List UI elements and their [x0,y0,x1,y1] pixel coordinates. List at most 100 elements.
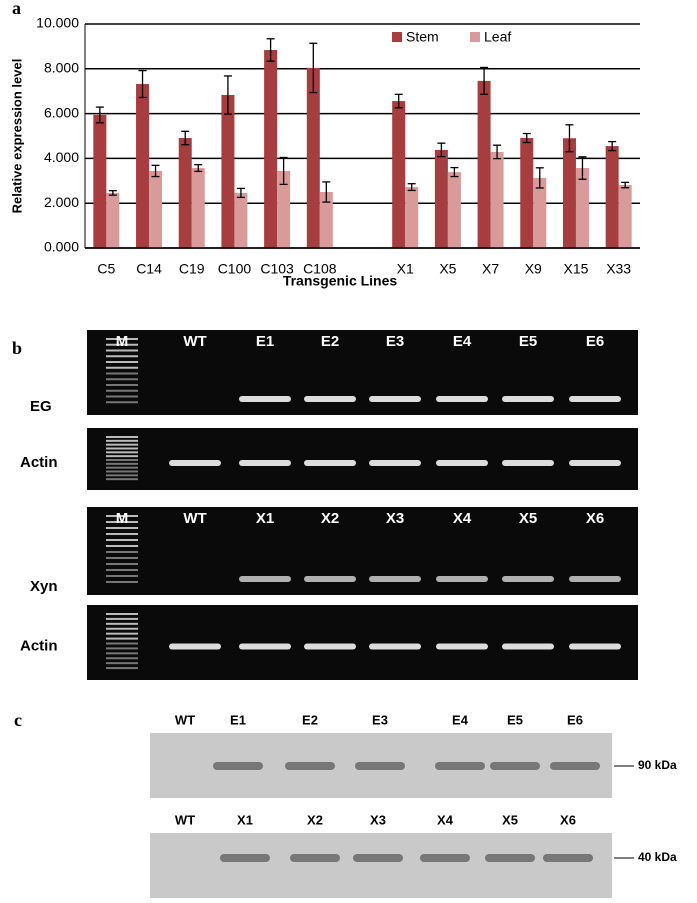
x-tick-label: C19 [179,261,205,277]
ladder-band [106,389,138,392]
lane-label: X6 [586,510,604,527]
lane-label: E4 [452,712,469,727]
error-bar [450,166,459,178]
error-bar [565,124,574,153]
blot-band [290,854,340,862]
error-bar [236,187,245,199]
lane-label: WT [175,712,195,727]
bar [221,95,235,249]
error-bar [95,106,104,124]
blot-band [353,854,403,862]
marker-label: 40 kDa [638,850,677,864]
lane-label: X3 [370,812,386,827]
y-tick-label: 6.000 [44,104,79,120]
gel-band [369,576,421,582]
bar [191,168,205,248]
gel-band [169,460,221,466]
lane-label: E6 [567,712,583,727]
error-bar [309,42,318,94]
x-tick-label: C14 [136,261,162,277]
ladder-band [106,459,138,461]
gel-band [569,643,621,650]
ladder-band [106,436,138,438]
lane-label: X3 [386,510,404,527]
bar [319,192,333,248]
ladder-band [106,366,138,369]
gel-band [169,643,221,650]
error-bar [223,75,232,115]
gel-image [87,330,638,415]
ladder-band [106,470,138,473]
ladder-band [106,613,138,615]
ladder-band [106,447,138,450]
lane-label: X1 [237,812,253,827]
blot-band [550,762,600,770]
ladder-band [106,539,138,541]
ladder-band [106,662,138,665]
bar [605,146,619,248]
gel-band [304,460,356,466]
blot-band [435,762,485,770]
gel-band [369,643,421,650]
ladder-band [106,657,138,660]
bar [306,67,320,249]
gel-row-label: Actin [20,454,58,471]
y-axis-title: Relative expression level [9,59,24,214]
x-tick-label: C108 [303,261,337,277]
ladder-band [106,575,138,577]
x-tick-label: C100 [218,261,252,277]
bar [149,170,163,248]
y-tick-label: 8.000 [44,60,79,76]
gel-image [87,605,638,680]
blot-band [485,854,535,862]
error-bar [279,156,288,186]
gel-image [87,428,638,490]
blot-band [220,854,270,862]
error-bar [108,190,117,196]
gel-image [87,507,638,595]
legend-swatch [470,32,480,42]
ladder-band [106,622,138,625]
ladder-band [106,343,138,346]
ladder-band [106,466,138,469]
ladder-band [106,647,138,650]
bar [93,114,107,248]
ladder-band [106,627,138,630]
ladder-band [106,637,138,640]
ladder-band [106,439,138,442]
error-bar [394,93,403,109]
error-bar [138,69,147,99]
ladder-band [106,557,138,559]
lane-label: E5 [507,712,523,727]
y-tick-label: 4.000 [44,149,79,165]
x-tick-label: C5 [97,261,115,277]
ladder-band [106,632,138,635]
lane-label: E1 [230,712,246,727]
bar [392,101,406,248]
gel-row-label: Xyn [30,578,58,595]
gel-band [304,643,356,650]
blot-band [490,762,540,770]
y-tick-label: 0.000 [44,239,79,255]
lane-label: X2 [307,812,323,827]
error-bar [151,164,160,178]
ladder-band [106,533,138,535]
lane-label: X1 [256,510,274,527]
lane-label: E3 [386,333,404,350]
bar [490,151,504,248]
error-bar [621,181,630,189]
bar [562,138,576,248]
error-bar [407,183,416,192]
gel-band [502,576,554,582]
gel-band [239,576,291,582]
bar [106,192,120,248]
gel-band [436,576,488,582]
bar [405,187,419,248]
ladder-band [106,515,138,517]
lane-label: M [116,510,129,527]
ladder-band [106,443,138,446]
x-tick-label: X9 [525,261,542,277]
lane-label: E6 [586,333,604,350]
ladder-band [106,551,138,553]
blot-band [420,854,470,862]
